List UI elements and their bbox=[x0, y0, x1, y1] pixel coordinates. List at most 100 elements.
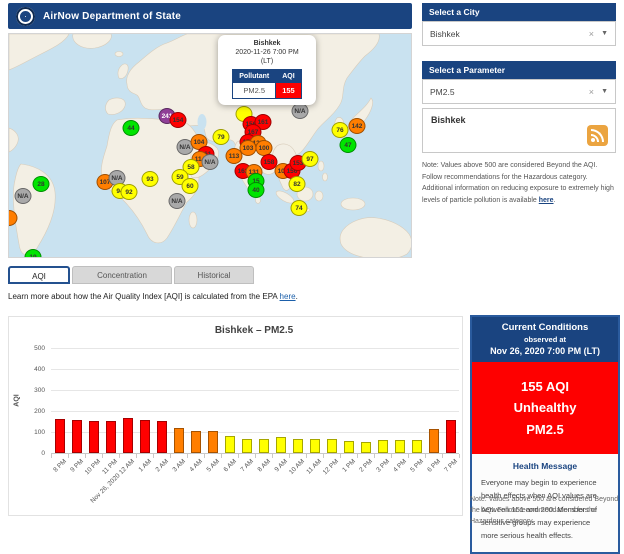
aqi-map-marker[interactable]: N/A bbox=[14, 188, 32, 204]
x-axis-line bbox=[51, 453, 459, 454]
x-axis-tick bbox=[340, 454, 341, 458]
city-select[interactable]: Bishkek × ▼ bbox=[422, 21, 616, 46]
y-axis-tick-label: 100 bbox=[34, 429, 45, 436]
parameter-select-header: Select a Parameter bbox=[422, 61, 616, 79]
aqi-map-marker[interactable]: N/A bbox=[291, 103, 309, 119]
chart-bar bbox=[326, 438, 337, 453]
x-axis-tick bbox=[153, 454, 154, 458]
popup-timezone: (LT) bbox=[260, 57, 274, 65]
world-map[interactable]: 28N/A1944241154N/A104161114N/A5859609310… bbox=[8, 33, 412, 258]
aqi-map-marker[interactable]: 28 bbox=[32, 176, 50, 192]
y-axis-tick-label: 400 bbox=[34, 366, 45, 373]
chart-bar bbox=[139, 419, 150, 453]
chart-title: Bishkek – PM2.5 bbox=[214, 325, 294, 336]
x-axis-tick-label: 11 AM bbox=[304, 458, 323, 476]
chevron-down-icon[interactable]: ▼ bbox=[601, 30, 608, 37]
aqi-map-marker[interactable]: 40 bbox=[247, 182, 265, 198]
gridline bbox=[51, 369, 459, 370]
x-axis-tick-label: 5 PM bbox=[408, 458, 425, 474]
x-axis-tick-label: 8 PM bbox=[51, 458, 68, 474]
sidebar-note: Note: Values above 500 are considered Be… bbox=[422, 160, 616, 206]
epa-here-link[interactable]: here bbox=[279, 292, 296, 301]
x-axis-tick-label: 1 AM bbox=[137, 458, 153, 474]
popup-pollutant-header: Pollutant bbox=[232, 69, 277, 84]
gridline bbox=[51, 411, 459, 412]
clear-icon[interactable]: × bbox=[588, 86, 595, 97]
chart-bar bbox=[241, 439, 252, 453]
x-axis-tick-label: 1 PM bbox=[340, 458, 357, 474]
chart-bar bbox=[428, 429, 439, 453]
x-axis-tick bbox=[102, 454, 103, 458]
health-message-title: Health Message bbox=[512, 461, 578, 472]
chart-bar bbox=[275, 437, 286, 453]
gridline bbox=[51, 390, 459, 391]
x-axis-tick bbox=[238, 454, 239, 458]
parameter-select[interactable]: PM2.5 × ▼ bbox=[422, 79, 616, 104]
sidebar-note-text: Note: Values above 500 are considered Be… bbox=[422, 162, 614, 204]
x-axis-tick-label: 4 PM bbox=[391, 458, 408, 474]
aqi-map-marker[interactable]: N/A bbox=[201, 154, 219, 170]
x-axis-tick bbox=[204, 454, 205, 458]
header-bar: AirNow Department of State bbox=[8, 3, 412, 29]
chart-bar bbox=[343, 441, 354, 453]
y-axis-tick-label: 300 bbox=[34, 387, 45, 394]
aqi-map-marker[interactable]: 60 bbox=[181, 178, 199, 194]
rss-icon[interactable] bbox=[587, 125, 608, 146]
chart-bar bbox=[394, 439, 405, 453]
tab-historical[interactable]: Historical bbox=[174, 266, 254, 284]
current-conditions-title: Current Conditions bbox=[501, 322, 589, 333]
note-here-link[interactable]: here bbox=[538, 196, 554, 204]
x-axis-tick-label: 9 PM bbox=[68, 458, 85, 474]
x-axis-tick-label: 6 AM bbox=[222, 458, 238, 474]
tab-aqi[interactable]: AQI bbox=[8, 266, 70, 284]
chart-bar bbox=[224, 435, 235, 453]
x-axis-tick bbox=[187, 454, 188, 458]
aqi-map-marker[interactable]: 142 bbox=[348, 118, 366, 134]
tab-concentration[interactable]: Concentration bbox=[72, 266, 172, 284]
aqi-value: 155 AQI bbox=[521, 379, 569, 394]
chart-bar bbox=[292, 438, 303, 453]
aqi-map-marker[interactable]: 44 bbox=[122, 120, 140, 136]
popup-datetime: 2020-11-26 7:00 PM bbox=[235, 48, 299, 56]
chart-bar bbox=[122, 417, 133, 453]
aqi-map-marker[interactable]: 19 bbox=[24, 249, 42, 257]
aqi-map-marker[interactable]: 97 bbox=[301, 151, 319, 167]
learn-more-period: . bbox=[295, 292, 298, 301]
x-axis-tick bbox=[357, 454, 358, 458]
aqi-map-marker[interactable]: 158 bbox=[260, 154, 278, 170]
x-axis-tick-label: 2 PM bbox=[357, 458, 374, 474]
x-axis-tick bbox=[408, 454, 409, 458]
chart-bar bbox=[258, 438, 269, 453]
aqi-map-marker[interactable]: 82 bbox=[288, 176, 306, 192]
aqi-map-marker[interactable]: 93 bbox=[141, 171, 159, 187]
chart-y-axis-label: AQI bbox=[13, 394, 21, 407]
parameter-select-value: PM2.5 bbox=[430, 86, 455, 97]
chart-bar bbox=[445, 420, 456, 453]
popup-aqi-value: 155 bbox=[275, 82, 302, 100]
sidebar: Select a City Bishkek × ▼ Select a Param… bbox=[422, 3, 616, 263]
map-popup: Bishkek 2020-11-26 7:00 PM (LT) Pollutan… bbox=[218, 35, 316, 106]
x-axis-tick-label: 8 AM bbox=[256, 458, 272, 474]
chart-bar bbox=[377, 439, 388, 453]
aqi-map-marker[interactable]: 113 bbox=[225, 148, 243, 164]
x-axis-tick bbox=[68, 454, 69, 458]
x-axis-tick bbox=[119, 454, 120, 458]
feed-city-title: Bishkek bbox=[431, 115, 466, 125]
x-axis-tick bbox=[255, 454, 256, 458]
clear-icon[interactable]: × bbox=[588, 28, 595, 39]
aqi-map-marker[interactable]: 92 bbox=[120, 184, 138, 200]
x-axis-tick-label: 3 AM bbox=[171, 458, 187, 474]
popup-city: Bishkek bbox=[253, 40, 281, 47]
chevron-down-icon[interactable]: ▼ bbox=[601, 88, 608, 95]
popup-aqi-header: AQI bbox=[275, 69, 302, 84]
aqi-map-marker[interactable]: 79 bbox=[212, 129, 230, 145]
aqi-map-marker[interactable]: 74 bbox=[290, 200, 308, 216]
aqi-map-marker[interactable]: 58 bbox=[182, 159, 200, 175]
learn-more-before: Learn more about how the Air Quality Ind… bbox=[8, 292, 280, 301]
popup-pollutant-table: Pollutant AQI PM2.5 155 bbox=[232, 69, 302, 100]
aqi-map-marker[interactable]: 154 bbox=[169, 112, 187, 128]
aqi-map-marker[interactable]: 76 bbox=[331, 122, 349, 138]
aqi-map-marker[interactable]: 47 bbox=[339, 137, 357, 153]
aqi-map-marker[interactable]: N/A bbox=[168, 193, 186, 209]
chart-bar bbox=[105, 420, 116, 453]
